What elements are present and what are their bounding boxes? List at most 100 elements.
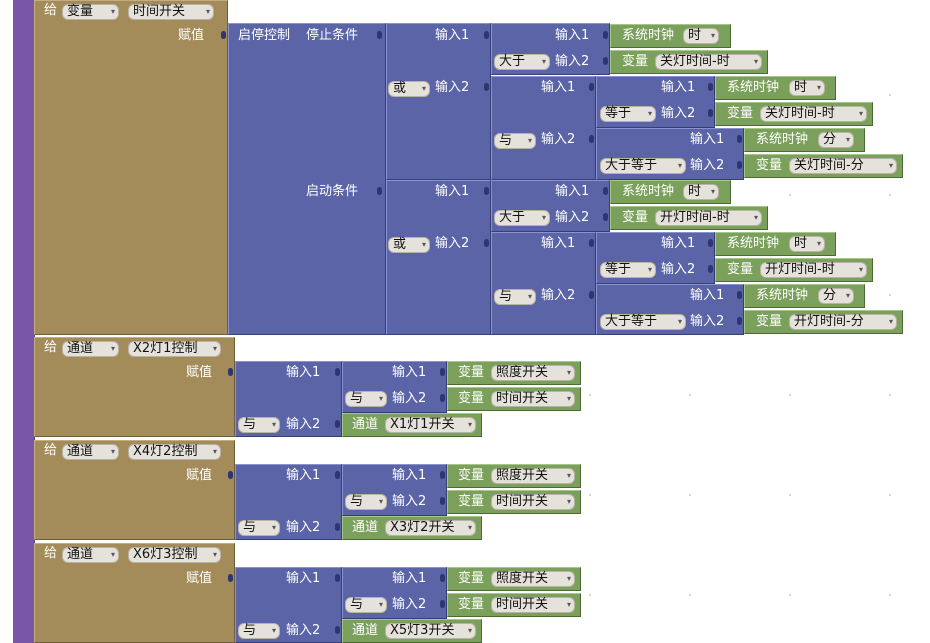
- variable-name-dropdown[interactable]: 时间开关 ▾: [491, 597, 575, 613]
- clock-unit-dropdown[interactable]: 时 ▾: [789, 80, 825, 96]
- chevron-down-icon: ▾: [858, 109, 863, 118]
- clock-unit-dropdown[interactable]: 时 ▾: [683, 184, 719, 200]
- variable-name-dropdown[interactable]: 关灯时间-时 ▾: [655, 54, 762, 70]
- system-clock-label: 系统时钟: [756, 132, 809, 147]
- compare-op-dropdown[interactable]: 等于 ▾: [600, 262, 656, 278]
- input-socket: [603, 187, 608, 195]
- chevron-down-icon: ▾: [212, 550, 217, 559]
- input-socket: [440, 394, 445, 402]
- value-socket: [228, 368, 233, 376]
- input2-label: 输入2: [392, 597, 427, 612]
- variable-name-dropdown[interactable]: 时间开关 ▾: [491, 494, 575, 510]
- logic-op-dropdown[interactable]: 与 ▾: [494, 133, 536, 149]
- input-socket: [708, 265, 713, 273]
- logic-op-dropdown[interactable]: 与 ▾: [494, 289, 536, 305]
- logic-op-dropdown[interactable]: 与 ▾: [345, 597, 387, 613]
- input1-label: 输入1: [392, 365, 427, 380]
- chevron-down-icon: ▾: [858, 265, 863, 274]
- input-socket: [603, 57, 608, 65]
- chevron-down-icon: ▾: [647, 265, 652, 274]
- variable-name-dropdown[interactable]: 照度开关 ▾: [491, 468, 575, 484]
- input-socket: [440, 574, 445, 582]
- or-block-start[interactable]: [386, 180, 491, 335]
- variable-label: 变量: [622, 54, 649, 69]
- variable-name-dropdown[interactable]: 时间开关 ▾: [491, 391, 575, 407]
- and-block[interactable]: [491, 232, 596, 335]
- channel-name-dropdown[interactable]: X3灯2开关 ▾: [385, 520, 476, 536]
- logic-op-dropdown[interactable]: 与 ▾: [238, 417, 280, 433]
- compare-op-dropdown[interactable]: 大于 ▾: [494, 210, 550, 226]
- chevron-down-icon: ▾: [888, 317, 893, 326]
- variable-name-dropdown[interactable]: 照度开关 ▾: [491, 365, 575, 381]
- clock-unit-dropdown[interactable]: 分 ▾: [818, 288, 854, 304]
- variable-name-dropdown[interactable]: 开灯时间-分 ▾: [789, 314, 897, 330]
- palette-edge: [13, 0, 35, 643]
- chevron-down-icon: ▾: [845, 291, 850, 300]
- variable-label: 变量: [756, 314, 783, 329]
- start-socket: [377, 187, 382, 195]
- target-type-dropdown[interactable]: 通道 ▾: [62, 341, 119, 357]
- value-label: 赋值: [178, 28, 205, 43]
- logic-op-dropdown[interactable]: 与 ▾: [238, 623, 280, 639]
- input1-label: 输入1: [286, 571, 321, 586]
- target-type-dropdown[interactable]: 通道 ▾: [62, 444, 119, 460]
- target-type-dropdown[interactable]: 通道 ▾: [62, 547, 119, 563]
- variable-name-dropdown[interactable]: 关灯时间-分 ▾: [789, 158, 897, 174]
- variable-name-dropdown[interactable]: 关灯时间-时 ▾: [760, 106, 867, 122]
- chevron-down-icon: ▾: [845, 135, 850, 144]
- chevron-down-icon: ▾: [467, 626, 472, 635]
- chevron-down-icon: ▾: [710, 187, 715, 196]
- channel-label: 通道: [352, 417, 379, 432]
- logic-op-dropdown[interactable]: 与 ▾: [345, 494, 387, 510]
- chevron-down-icon: ▾: [271, 626, 276, 635]
- value-socket: [228, 574, 233, 582]
- input-socket: [737, 291, 742, 299]
- chevron-down-icon: ▾: [527, 136, 532, 145]
- target-name-dropdown[interactable]: 时间开关 ▾: [128, 4, 214, 20]
- input1-label: 输入1: [541, 236, 576, 251]
- logic-op-dropdown[interactable]: 与 ▾: [345, 391, 387, 407]
- input1-label: 输入1: [435, 184, 470, 199]
- target-type-dropdown[interactable]: 变量 ▾: [62, 4, 119, 20]
- input2-label: 输入2: [555, 54, 590, 69]
- system-clock-label: 系统时钟: [727, 236, 780, 251]
- target-name-dropdown[interactable]: X2灯1控制 ▾: [128, 341, 221, 357]
- variable-name-dropdown[interactable]: 开灯时间-时 ▾: [655, 210, 762, 226]
- variable-label: 变量: [458, 365, 485, 380]
- set-variable-block[interactable]: [34, 0, 228, 335]
- clock-unit-dropdown[interactable]: 时 ▾: [683, 28, 719, 44]
- variable-name-dropdown[interactable]: 照度开关 ▾: [491, 571, 575, 587]
- chevron-down-icon: ▾: [421, 240, 426, 249]
- or-block-stop[interactable]: [386, 23, 491, 180]
- input-socket: [589, 291, 594, 299]
- start-stop-control-block[interactable]: [228, 23, 386, 335]
- input-socket: [335, 626, 340, 634]
- compare-block[interactable]: [491, 180, 610, 232]
- target-name-dropdown[interactable]: X4灯2控制 ▾: [128, 444, 221, 460]
- compare-op-dropdown[interactable]: 大于 ▾: [494, 54, 550, 70]
- channel-label: 通道: [352, 623, 379, 638]
- clock-unit-dropdown[interactable]: 分 ▾: [818, 132, 854, 148]
- chevron-down-icon: ▾: [647, 109, 652, 118]
- target-name-dropdown[interactable]: X6灯3控制 ▾: [128, 547, 221, 563]
- channel-name-dropdown[interactable]: X1灯1开关 ▾: [385, 417, 476, 433]
- compare-op-dropdown[interactable]: 大于等于 ▾: [600, 158, 686, 174]
- logic-op-dropdown[interactable]: 与 ▾: [238, 520, 280, 536]
- logic-op-dropdown[interactable]: 或 ▾: [388, 81, 430, 97]
- input2-label: 输入2: [392, 391, 427, 406]
- variable-name-dropdown[interactable]: 开灯时间-时 ▾: [760, 262, 867, 278]
- compare-op-dropdown[interactable]: 等于 ▾: [600, 106, 656, 122]
- logic-op-dropdown[interactable]: 或 ▾: [388, 237, 430, 253]
- variable-label: 变量: [727, 262, 754, 277]
- input2-label: 输入2: [690, 314, 725, 329]
- input-socket: [708, 109, 713, 117]
- clock-unit-dropdown[interactable]: 时 ▾: [789, 236, 825, 252]
- and-block[interactable]: [491, 76, 596, 180]
- input-socket: [335, 368, 340, 376]
- channel-name-dropdown[interactable]: X5灯3开关 ▾: [385, 623, 476, 639]
- value-socket: [221, 31, 226, 39]
- compare-op-dropdown[interactable]: 大于等于 ▾: [600, 314, 686, 330]
- input1-label: 输入1: [392, 571, 427, 586]
- stop-socket: [377, 31, 382, 39]
